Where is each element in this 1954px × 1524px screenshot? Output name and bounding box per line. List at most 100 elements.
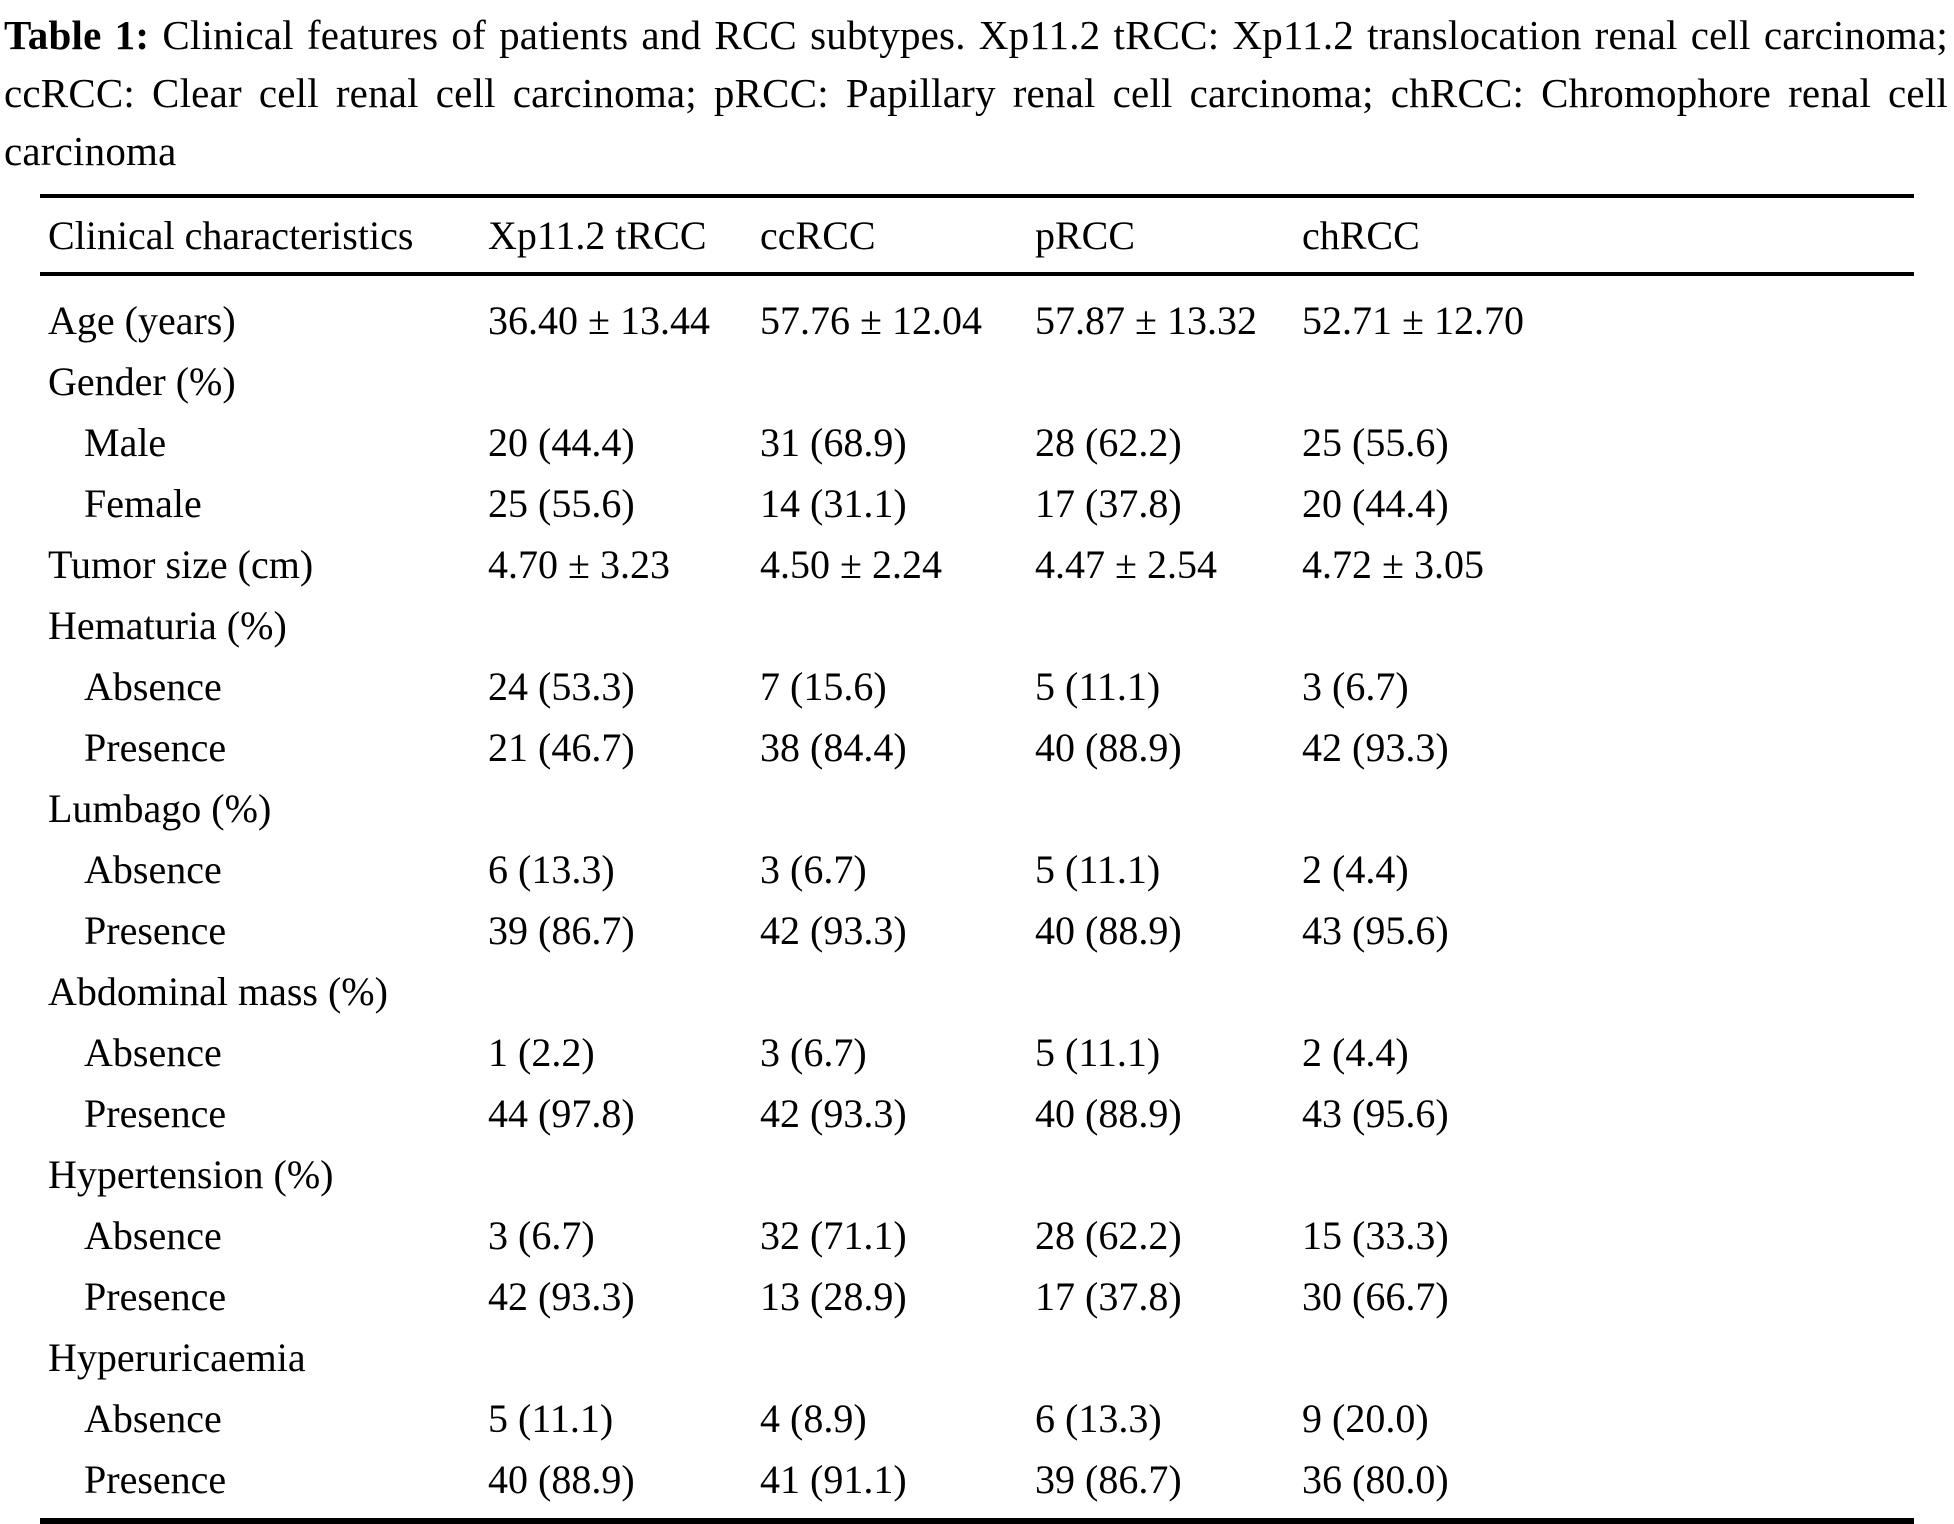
cell-prcc: 17 (37.8) <box>1035 481 1182 526</box>
row-label: Lumbago (%) <box>48 786 272 831</box>
cell-chrcc: 52.71 ± 12.70 <box>1302 298 1524 343</box>
row-label: Absence <box>84 664 222 709</box>
row-label: Presence <box>84 1091 227 1136</box>
cell-chrcc: 30 (66.7) <box>1302 1274 1449 1319</box>
row-label: Presence <box>84 908 227 953</box>
cell-chrcc: 43 (95.6) <box>1302 908 1449 953</box>
cell-xp112-trcc: 44 (97.8) <box>488 1091 635 1136</box>
cell-prcc: 5 (11.1) <box>1035 1030 1161 1075</box>
table-row: Presence 44 (97.8) 42 (93.3) 40 (88.9) 4… <box>40 1083 1914 1144</box>
cell-chrcc <box>1294 778 1914 839</box>
table-row: Hypertension (%) <box>40 1144 1914 1205</box>
cell-chrcc: 3 (6.7) <box>1302 664 1409 709</box>
cell-chrcc: 4.72 ± 3.05 <box>1302 542 1484 587</box>
table-row: Tumor size (cm) 4.70 ± 3.23 4.50 ± 2.24 … <box>40 534 1914 595</box>
column-header-prcc: pRCC <box>1035 212 1136 258</box>
table-caption-label: Table 1: <box>4 12 150 58</box>
cell-ccrcc: 14 (31.1) <box>760 481 907 526</box>
cell-prcc: 39 (86.7) <box>1035 1457 1182 1502</box>
cell-chrcc: 42 (93.3) <box>1302 725 1449 770</box>
row-label: Hypertension (%) <box>48 1152 334 1197</box>
cell-xp112-trcc: 21 (46.7) <box>488 725 635 770</box>
table-row: Lumbago (%) <box>40 778 1914 839</box>
cell-chrcc: 20 (44.4) <box>1302 481 1449 526</box>
table-row: Presence 21 (46.7) 38 (84.4) 40 (88.9) 4… <box>40 717 1914 778</box>
cell-prcc: 40 (88.9) <box>1035 1091 1182 1136</box>
row-label: Absence <box>84 847 222 892</box>
cell-xp112-trcc: 39 (86.7) <box>488 908 635 953</box>
cell-ccrcc <box>752 1327 1027 1388</box>
cell-chrcc: 25 (55.6) <box>1302 420 1449 465</box>
cell-ccrcc: 41 (91.1) <box>760 1457 907 1502</box>
cell-ccrcc: 42 (93.3) <box>760 908 907 953</box>
cell-ccrcc: 4 (8.9) <box>760 1396 867 1441</box>
cell-xp112-trcc: 36.40 ± 13.44 <box>488 298 710 343</box>
cell-xp112-trcc <box>480 1144 752 1205</box>
cell-ccrcc: 4.50 ± 2.24 <box>760 542 942 587</box>
cell-xp112-trcc: 20 (44.4) <box>488 420 635 465</box>
cell-chrcc: 2 (4.4) <box>1302 1030 1409 1075</box>
cell-prcc: 40 (88.9) <box>1035 908 1182 953</box>
cell-xp112-trcc <box>480 961 752 1022</box>
row-label: Hyperuricaemia <box>48 1335 306 1380</box>
table-row: Presence 42 (93.3) 13 (28.9) 17 (37.8) 3… <box>40 1266 1914 1327</box>
table-row: Absence 6 (13.3) 3 (6.7) 5 (11.1) 2 (4.4… <box>40 839 1914 900</box>
row-label: Gender (%) <box>48 359 236 404</box>
cell-ccrcc <box>752 351 1027 412</box>
table-row: Absence 5 (11.1) 4 (8.9) 6 (13.3) 9 (20.… <box>40 1388 1914 1449</box>
cell-xp112-trcc: 24 (53.3) <box>488 664 635 709</box>
cell-prcc: 5 (11.1) <box>1035 664 1161 709</box>
cell-xp112-trcc: 3 (6.7) <box>488 1213 595 1258</box>
row-label: Absence <box>84 1396 222 1441</box>
row-label: Male <box>84 420 167 465</box>
row-label: Hematuria (%) <box>48 603 287 648</box>
cell-prcc: 5 (11.1) <box>1035 847 1161 892</box>
cell-ccrcc: 13 (28.9) <box>760 1274 907 1319</box>
table-row: Absence 1 (2.2) 3 (6.7) 5 (11.1) 2 (4.4) <box>40 1022 1914 1083</box>
cell-ccrcc <box>752 595 1027 656</box>
row-label: Presence <box>84 725 227 770</box>
cell-prcc: 4.47 ± 2.54 <box>1035 542 1217 587</box>
table-row: Hematuria (%) <box>40 595 1914 656</box>
cell-xp112-trcc <box>480 351 752 412</box>
column-header-chrcc: chRCC <box>1302 212 1420 258</box>
cell-chrcc <box>1294 595 1914 656</box>
cell-prcc: 28 (62.2) <box>1035 420 1182 465</box>
cell-ccrcc: 38 (84.4) <box>760 725 907 770</box>
table-row: Female 25 (55.6) 14 (31.1) 17 (37.8) 20 … <box>40 473 1914 534</box>
cell-prcc: 40 (88.9) <box>1035 725 1182 770</box>
table-row: Hyperuricaemia <box>40 1327 1914 1388</box>
cell-xp112-trcc: 4.70 ± 3.23 <box>488 542 670 587</box>
cell-prcc: 6 (13.3) <box>1035 1396 1162 1441</box>
cell-prcc <box>1027 961 1294 1022</box>
cell-chrcc: 2 (4.4) <box>1302 847 1409 892</box>
cell-ccrcc: 32 (71.1) <box>760 1213 907 1258</box>
cell-chrcc <box>1294 1327 1914 1388</box>
cell-xp112-trcc: 42 (93.3) <box>488 1274 635 1319</box>
column-header-clinical-characteristics: Clinical characteristics <box>48 212 414 258</box>
cell-prcc: 57.87 ± 13.32 <box>1035 298 1257 343</box>
cell-xp112-trcc: 25 (55.6) <box>488 481 635 526</box>
table-row: Male 20 (44.4) 31 (68.9) 28 (62.2) 25 (5… <box>40 412 1914 473</box>
cell-prcc <box>1027 351 1294 412</box>
table-header-row: Clinical characteristics Xp11.2 tRCC ccR… <box>40 196 1914 274</box>
cell-ccrcc: 57.76 ± 12.04 <box>760 298 982 343</box>
cell-chrcc: 9 (20.0) <box>1302 1396 1429 1441</box>
table-row: Gender (%) <box>40 351 1914 412</box>
cell-prcc: 17 (37.8) <box>1035 1274 1182 1319</box>
cell-xp112-trcc <box>480 595 752 656</box>
cell-xp112-trcc: 1 (2.2) <box>488 1030 595 1075</box>
clinical-features-table: Clinical characteristics Xp11.2 tRCC ccR… <box>40 194 1914 1524</box>
cell-ccrcc: 42 (93.3) <box>760 1091 907 1136</box>
table-row: Abdominal mass (%) <box>40 961 1914 1022</box>
cell-ccrcc <box>752 1144 1027 1205</box>
cell-chrcc: 15 (33.3) <box>1302 1213 1449 1258</box>
table-caption: Table 1: Clinical features of patients a… <box>0 0 1954 180</box>
table-row: Presence 39 (86.7) 42 (93.3) 40 (88.9) 4… <box>40 900 1914 961</box>
cell-xp112-trcc: 40 (88.9) <box>488 1457 635 1502</box>
cell-ccrcc: 3 (6.7) <box>760 847 867 892</box>
cell-xp112-trcc <box>480 778 752 839</box>
cell-chrcc: 36 (80.0) <box>1302 1457 1449 1502</box>
cell-chrcc <box>1294 961 1914 1022</box>
